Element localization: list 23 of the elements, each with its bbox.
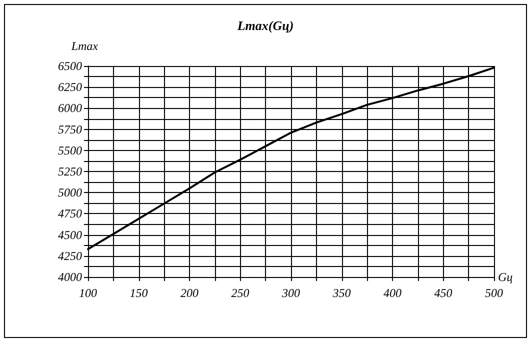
y-tick-label: 5500 — [58, 143, 82, 158]
x-tick-label: 150 — [130, 286, 148, 300]
x-tick-label: 350 — [332, 286, 351, 300]
x-tick-label: 250 — [231, 286, 250, 300]
y-tick-label: 6000 — [58, 101, 82, 116]
y-axis-title: Lmax — [70, 39, 99, 53]
x-axis-title: Gц — [498, 270, 513, 284]
chart-title: Lmax(Gц) — [236, 18, 294, 33]
y-tick-label: 4250 — [58, 248, 82, 263]
y-tick-label: 4500 — [58, 228, 82, 242]
y-tick-label: 6250 — [58, 80, 82, 94]
y-tick-label: 5250 — [58, 164, 82, 178]
y-tick-label: 5000 — [58, 186, 82, 200]
x-tick-label: 100 — [79, 286, 97, 300]
x-tick-label: 450 — [434, 286, 452, 300]
y-tick-label: 4000 — [58, 270, 82, 284]
x-tick-label: 500 — [485, 286, 503, 300]
x-tick-label: 400 — [384, 286, 402, 300]
y-tick-label: 4750 — [58, 206, 82, 221]
x-tick-label: 200 — [180, 286, 198, 300]
y-tick-label: 6500 — [58, 59, 82, 73]
x-tick-label: 300 — [281, 286, 300, 300]
y-tick-label: 5750 — [58, 122, 82, 136]
